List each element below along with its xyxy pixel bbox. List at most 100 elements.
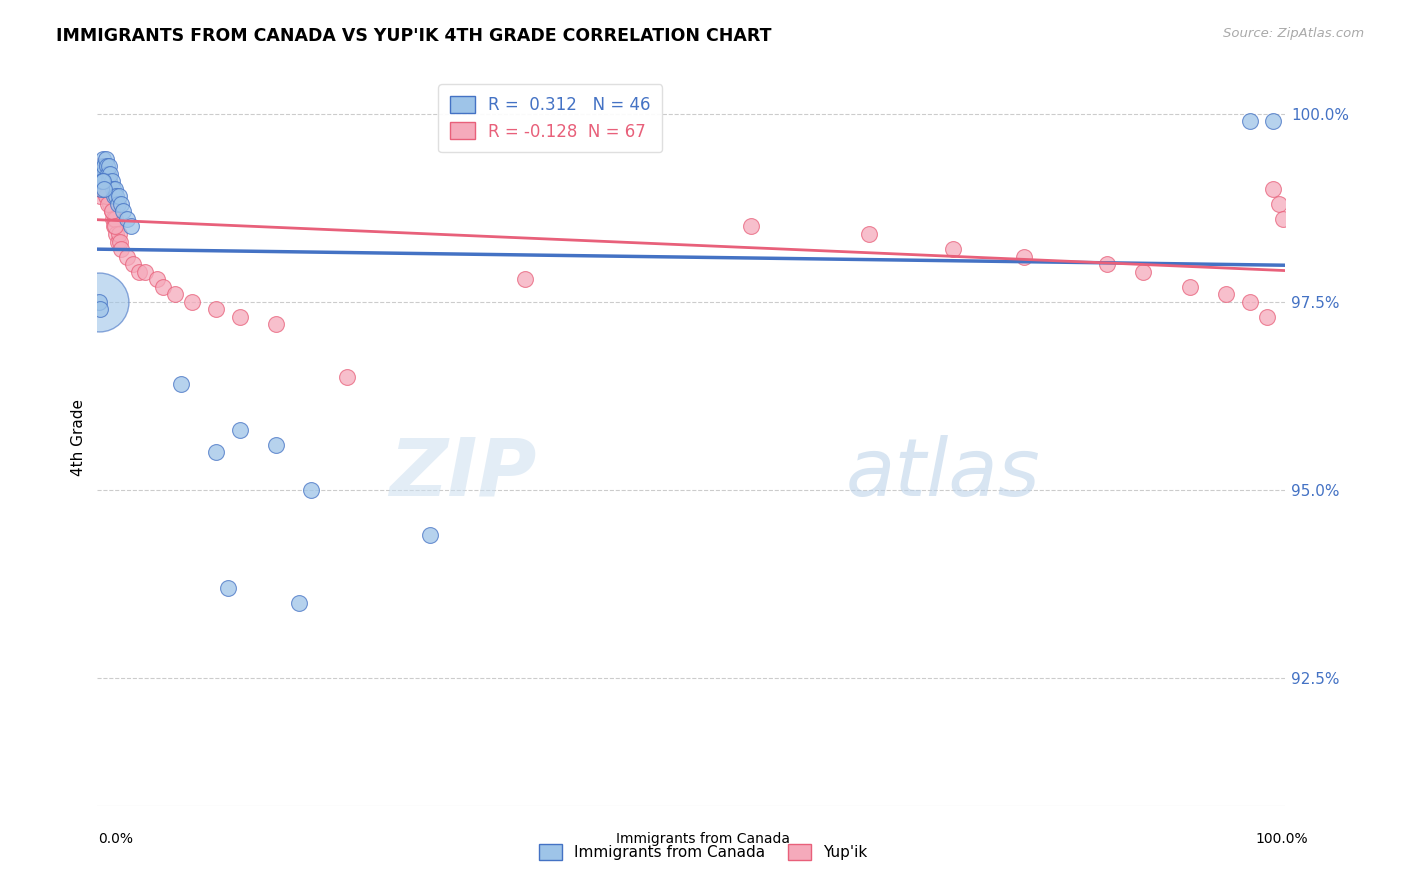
Point xyxy=(91,182,114,196)
Point xyxy=(1263,114,1285,128)
Point xyxy=(87,294,110,309)
Point xyxy=(91,167,114,181)
Point xyxy=(91,182,114,196)
Point xyxy=(104,182,127,196)
Point xyxy=(107,235,129,249)
Text: IMMIGRANTS FROM CANADA VS YUP'IK 4TH GRADE CORRELATION CHART: IMMIGRANTS FROM CANADA VS YUP'IK 4TH GRA… xyxy=(56,27,772,45)
Point xyxy=(152,279,174,293)
Point xyxy=(93,182,115,196)
Point xyxy=(100,167,122,181)
Point xyxy=(89,174,111,188)
Point xyxy=(107,227,129,241)
Point xyxy=(858,227,880,241)
Point xyxy=(90,167,112,181)
Text: 100.0%: 100.0% xyxy=(1256,832,1308,846)
Text: atlas: atlas xyxy=(846,435,1040,513)
Point xyxy=(94,174,117,188)
Point xyxy=(1263,182,1285,196)
Point xyxy=(288,596,311,610)
Point xyxy=(91,174,114,188)
Point xyxy=(98,174,121,188)
Point xyxy=(89,182,111,196)
Legend: Immigrants from Canada, Yup'ik: Immigrants from Canada, Yup'ik xyxy=(533,838,873,866)
Point xyxy=(205,445,228,459)
Point xyxy=(1095,257,1118,271)
Point xyxy=(1215,287,1237,301)
Point xyxy=(128,264,150,278)
Point xyxy=(104,219,127,234)
Point xyxy=(94,152,117,166)
Point xyxy=(100,197,122,211)
Point xyxy=(89,189,111,203)
Text: ZIP: ZIP xyxy=(389,435,537,513)
Point xyxy=(1271,211,1294,226)
Point xyxy=(205,302,228,317)
Point xyxy=(97,197,120,211)
Point xyxy=(100,174,122,188)
Point xyxy=(419,528,441,542)
Point xyxy=(101,182,124,196)
Point xyxy=(1012,250,1035,264)
Point xyxy=(90,182,112,196)
Point xyxy=(90,174,112,188)
Point xyxy=(122,257,145,271)
Point xyxy=(110,197,132,211)
Point xyxy=(105,189,128,203)
Point xyxy=(87,159,110,173)
Point xyxy=(264,437,287,451)
Point xyxy=(229,310,252,324)
Point xyxy=(91,159,114,173)
Point xyxy=(942,242,965,256)
Point xyxy=(93,159,115,173)
Point xyxy=(1180,279,1202,293)
Point xyxy=(89,167,111,181)
Point xyxy=(145,272,167,286)
Point xyxy=(91,152,114,166)
Text: Immigrants from Canada: Immigrants from Canada xyxy=(616,832,790,846)
Text: Source: ZipAtlas.com: Source: ZipAtlas.com xyxy=(1223,27,1364,40)
Point xyxy=(1256,310,1278,324)
Point xyxy=(97,167,120,181)
Point xyxy=(91,174,114,188)
Point xyxy=(98,159,121,173)
Point xyxy=(103,189,125,203)
Point xyxy=(93,182,115,196)
Point xyxy=(115,250,138,264)
Point xyxy=(94,189,117,203)
Point xyxy=(107,197,129,211)
Legend: R =  0.312   N = 46, R = -0.128  N = 67: R = 0.312 N = 46, R = -0.128 N = 67 xyxy=(439,84,662,153)
Point xyxy=(115,211,138,226)
Point xyxy=(87,174,110,188)
Point xyxy=(181,294,204,309)
Point xyxy=(134,264,156,278)
Point xyxy=(1268,197,1291,211)
Point xyxy=(87,294,110,309)
Point xyxy=(264,318,287,332)
Point xyxy=(112,204,135,219)
Point xyxy=(86,182,108,196)
Point xyxy=(96,159,118,173)
Point xyxy=(100,204,122,219)
Point xyxy=(513,272,536,286)
Point xyxy=(90,182,112,196)
Point xyxy=(740,219,762,234)
Point xyxy=(103,219,125,234)
Point xyxy=(91,167,114,181)
Point xyxy=(105,227,128,241)
Point xyxy=(93,167,115,181)
Point xyxy=(229,423,252,437)
Point xyxy=(87,174,110,188)
Point xyxy=(217,581,239,595)
Point xyxy=(1239,114,1261,128)
Point xyxy=(163,287,186,301)
Point xyxy=(90,159,112,173)
Point xyxy=(101,211,124,226)
Point xyxy=(89,302,111,317)
Point xyxy=(107,189,129,203)
Point xyxy=(120,219,142,234)
Point xyxy=(98,189,121,203)
Point xyxy=(100,204,122,219)
Point xyxy=(1132,264,1154,278)
Y-axis label: 4th Grade: 4th Grade xyxy=(72,399,86,475)
Point xyxy=(169,377,191,392)
